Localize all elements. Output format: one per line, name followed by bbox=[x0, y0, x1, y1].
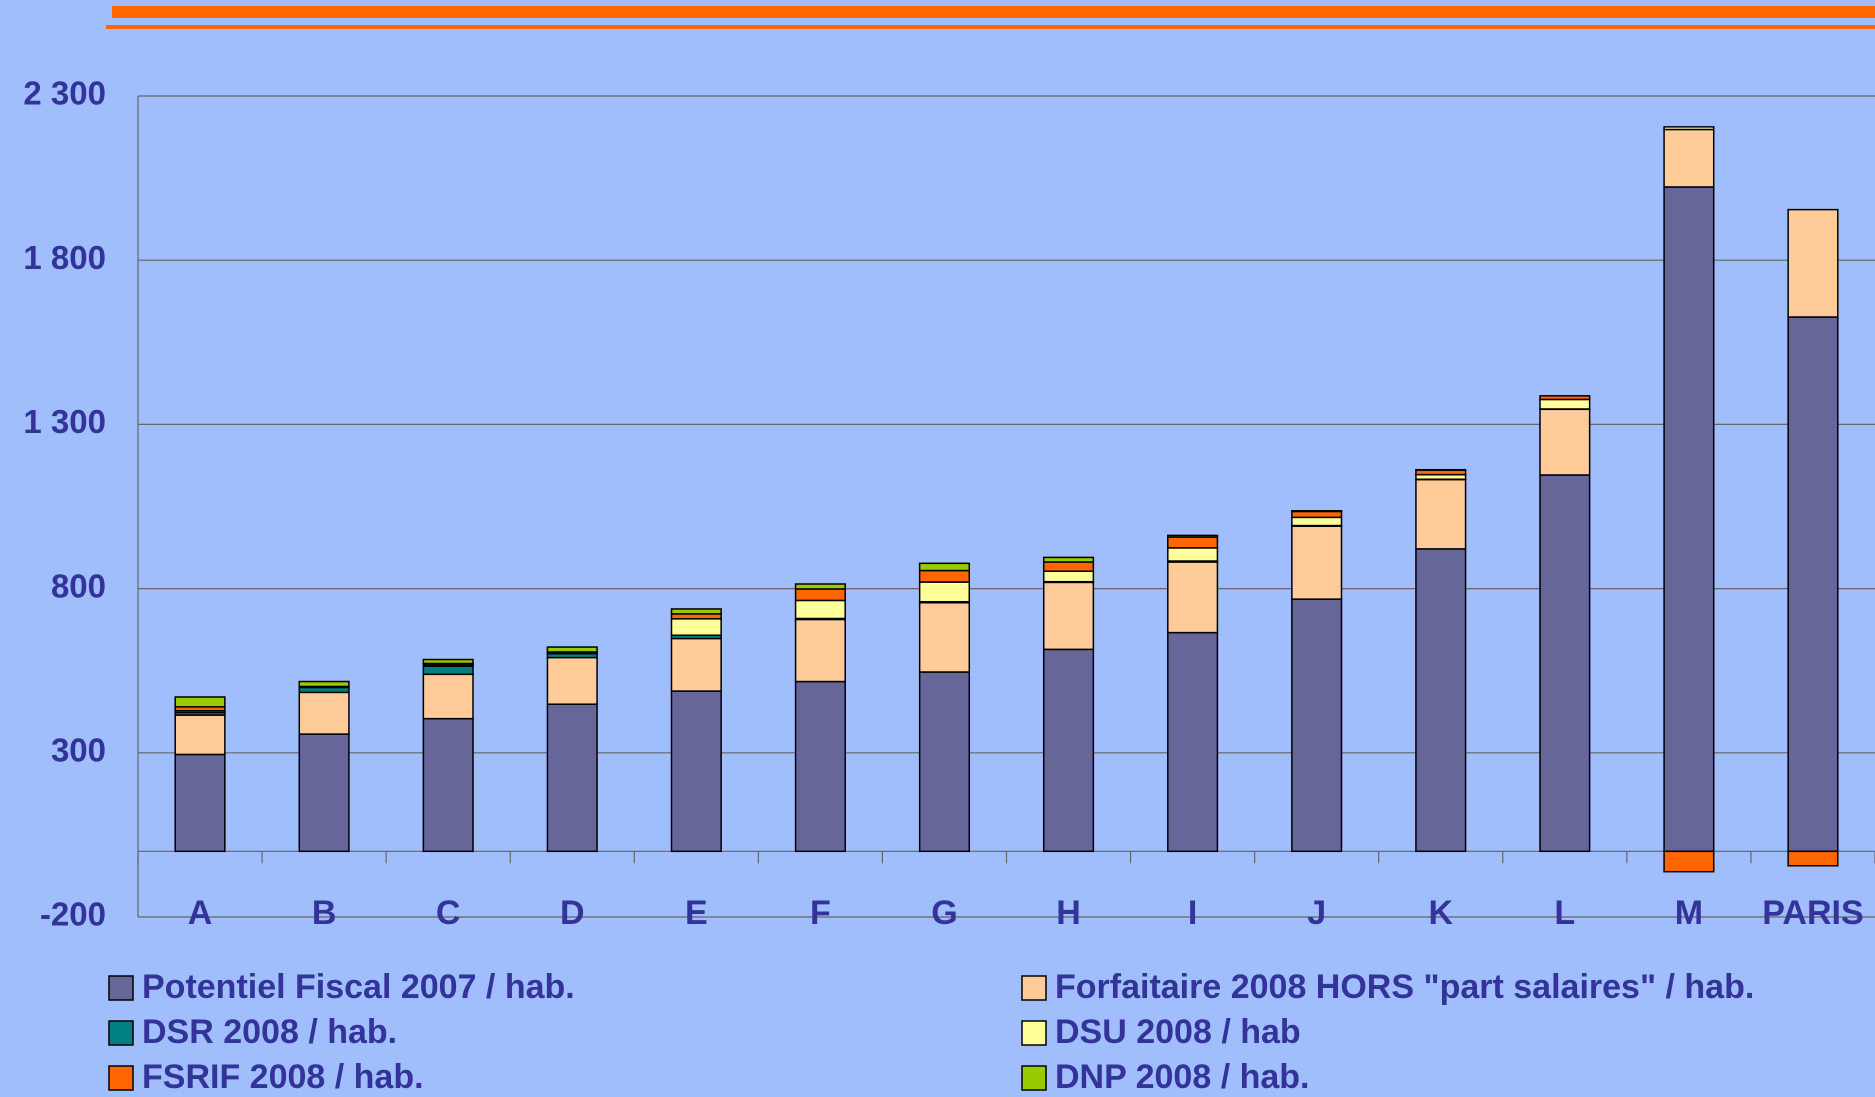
header-rule bbox=[106, 25, 1875, 29]
bar-segment bbox=[1167, 534, 1219, 538]
bar-segment bbox=[298, 691, 350, 735]
legend-swatch bbox=[1021, 1065, 1047, 1091]
bar-segment bbox=[1167, 536, 1219, 549]
bar-segment bbox=[1663, 186, 1715, 853]
bar-segment bbox=[794, 618, 846, 683]
bar-segment bbox=[1539, 474, 1591, 853]
bar-segment bbox=[1291, 598, 1343, 853]
bar-segment bbox=[1167, 547, 1219, 562]
legend-swatch bbox=[108, 1065, 134, 1091]
header-bar bbox=[112, 6, 1875, 18]
bar-segment bbox=[298, 733, 350, 853]
bar-segment bbox=[1663, 850, 1715, 873]
y-tick-label: 2 300 bbox=[23, 75, 106, 112]
legend-label: DSU 2008 / hab bbox=[1055, 1013, 1301, 1051]
x-tick-label: K bbox=[1428, 894, 1453, 932]
bar-segment bbox=[794, 583, 846, 590]
bar-segment bbox=[670, 618, 722, 636]
bar-segment bbox=[1787, 316, 1839, 853]
bar-segment bbox=[546, 646, 598, 653]
bar-segment bbox=[422, 673, 474, 720]
bar-segment bbox=[1539, 398, 1591, 410]
x-tick-label: H bbox=[1056, 894, 1081, 932]
x-tick-label: I bbox=[1188, 894, 1197, 932]
bar-segment bbox=[1663, 126, 1715, 131]
bar-segment bbox=[670, 690, 722, 853]
bar-segment bbox=[794, 680, 846, 853]
x-tick-label: PARIS bbox=[1762, 894, 1863, 932]
bar-segment bbox=[422, 665, 474, 676]
bar-segment bbox=[670, 637, 722, 692]
bar-segment bbox=[1415, 548, 1467, 853]
bar-segment bbox=[1291, 516, 1343, 527]
bar-segment bbox=[918, 581, 971, 603]
bar-segment bbox=[1167, 631, 1219, 853]
bar-segment bbox=[794, 588, 846, 602]
bar-segment bbox=[918, 569, 971, 583]
bar-segment bbox=[1042, 556, 1095, 563]
x-tick-label: C bbox=[436, 894, 461, 932]
bar-segment bbox=[1167, 561, 1219, 634]
x-tick-label: M bbox=[1675, 894, 1703, 932]
x-tick-label: B bbox=[312, 894, 337, 932]
legend-label: DSR 2008 / hab. bbox=[142, 1013, 397, 1051]
legend-label: FSRIF 2008 / hab. bbox=[142, 1058, 424, 1096]
bar-segment bbox=[1539, 395, 1591, 401]
bar-segment bbox=[546, 656, 598, 705]
bar-segment bbox=[918, 562, 971, 572]
bar-segment bbox=[1787, 850, 1839, 867]
bar-segment bbox=[174, 696, 226, 708]
legend-label: Forfaitaire 2008 HORS "part salaires" / … bbox=[1055, 968, 1754, 1006]
bar-segment bbox=[1787, 208, 1839, 318]
legend-swatch bbox=[1021, 1020, 1047, 1046]
bar-segment bbox=[1042, 561, 1095, 572]
bar-segment bbox=[1415, 478, 1467, 550]
bar-segment bbox=[174, 714, 226, 756]
x-tick-label: J bbox=[1307, 894, 1326, 932]
legend-label: DNP 2008 / hab. bbox=[1055, 1058, 1310, 1096]
bar-segment bbox=[422, 658, 474, 665]
legend-swatch bbox=[1021, 975, 1047, 1001]
bar-segment bbox=[422, 717, 474, 853]
bar-segment bbox=[174, 753, 226, 853]
y-tick-label: 1 800 bbox=[23, 239, 106, 276]
bar-segment bbox=[1291, 510, 1343, 513]
y-tick-label: 300 bbox=[51, 732, 106, 769]
bar-segment bbox=[1539, 408, 1591, 476]
bar-segment bbox=[1291, 525, 1343, 600]
bar-segment bbox=[794, 599, 846, 620]
legend-swatch bbox=[108, 975, 134, 1001]
bar-segment bbox=[1291, 510, 1343, 519]
legend-swatch bbox=[108, 1020, 134, 1046]
x-tick-label: D bbox=[560, 894, 585, 932]
bar-segment bbox=[298, 680, 350, 688]
x-tick-label: E bbox=[685, 894, 708, 932]
legend-label: Potentiel Fiscal 2007 / hab. bbox=[142, 968, 575, 1006]
y-tick-label: 800 bbox=[51, 567, 106, 604]
x-tick-label: F bbox=[810, 894, 831, 932]
bar-segment bbox=[1042, 581, 1095, 651]
bar-segment bbox=[1042, 648, 1095, 853]
y-tick-label: -200 bbox=[40, 896, 106, 933]
x-tick-label: G bbox=[931, 894, 957, 932]
bar-segment bbox=[1042, 570, 1095, 583]
x-tick-label: A bbox=[188, 894, 213, 932]
bar-segment bbox=[918, 601, 971, 673]
bar-segment bbox=[546, 703, 598, 853]
bar-segment bbox=[1663, 128, 1715, 188]
bar-segment bbox=[918, 671, 971, 853]
x-tick-label: L bbox=[1554, 894, 1575, 932]
bar-segment bbox=[670, 608, 722, 615]
y-tick-label: 1 300 bbox=[23, 403, 106, 440]
